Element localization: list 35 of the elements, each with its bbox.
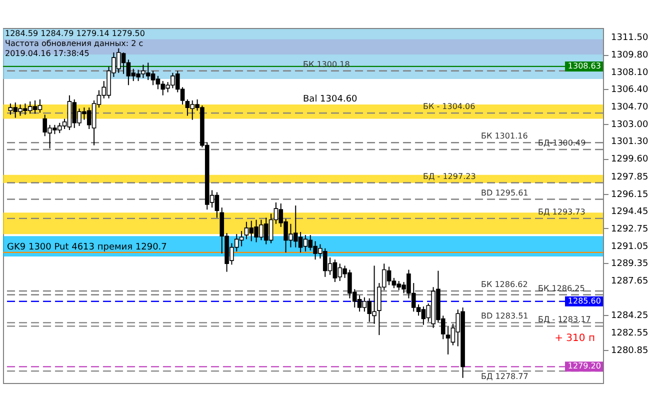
ref-line-label: БК 1286.62: [481, 280, 528, 289]
y-tick-label: 1287.65: [611, 276, 648, 286]
y-tick-label: 1280.85: [611, 346, 648, 356]
y-tick-label: 1299.60: [611, 154, 648, 165]
y-tick-label: 1301.30: [611, 137, 648, 148]
y-tick-label: 1296.15: [611, 190, 648, 200]
y-tick-label: 1309.80: [611, 50, 648, 61]
y-tick-label: 1304.70: [611, 102, 648, 113]
y-tick-label: 1289.35: [611, 259, 648, 270]
ref-line-label: БД - 1283.17: [538, 315, 591, 324]
y-tick-label: 1292.75: [611, 224, 648, 234]
y-tick-label: 1294.45: [611, 207, 648, 218]
y-tick-label: 1284.25: [611, 311, 648, 322]
ref-line-label: БД 1278.77: [481, 372, 528, 382]
y-tick-label: 1306.40: [611, 85, 648, 96]
y-tick-label: 1291.05: [611, 242, 648, 252]
ref-line-label: 1285.60: [568, 296, 601, 306]
ref-line-label: БК 1301.16: [481, 132, 528, 141]
ref-line-label: БК - 1304.06: [423, 102, 476, 112]
ref-line-label: BD 1295.61: [481, 188, 528, 198]
ref-line-label: 1279.20: [568, 362, 601, 371]
y-tick-label: 1297.85: [611, 172, 648, 182]
annotation: 2019.04.16 17:38:45: [5, 49, 90, 58]
y-tick-label: 1311.50: [611, 33, 648, 44]
ref-line-label: 1308.63: [568, 61, 601, 70]
annotation: + 310 п: [554, 333, 595, 344]
ref-line-label: БК 1286.25: [538, 284, 585, 293]
band-label: GK9 1300 Put 4613 премия 1290.7: [7, 242, 167, 252]
band-label: Bal 1304.60: [303, 94, 358, 105]
ref-line-label: BD 1283.51: [481, 312, 528, 321]
y-tick-label: 1282.55: [611, 328, 648, 339]
y-tick-label: 1303.00: [611, 120, 648, 130]
chart-title: 1284.59 1284.79 1279.14 1279.50: [5, 29, 145, 38]
y-tick-label: 1308.10: [611, 68, 648, 78]
text: Частота обновления данных: 2 с: [5, 39, 144, 48]
